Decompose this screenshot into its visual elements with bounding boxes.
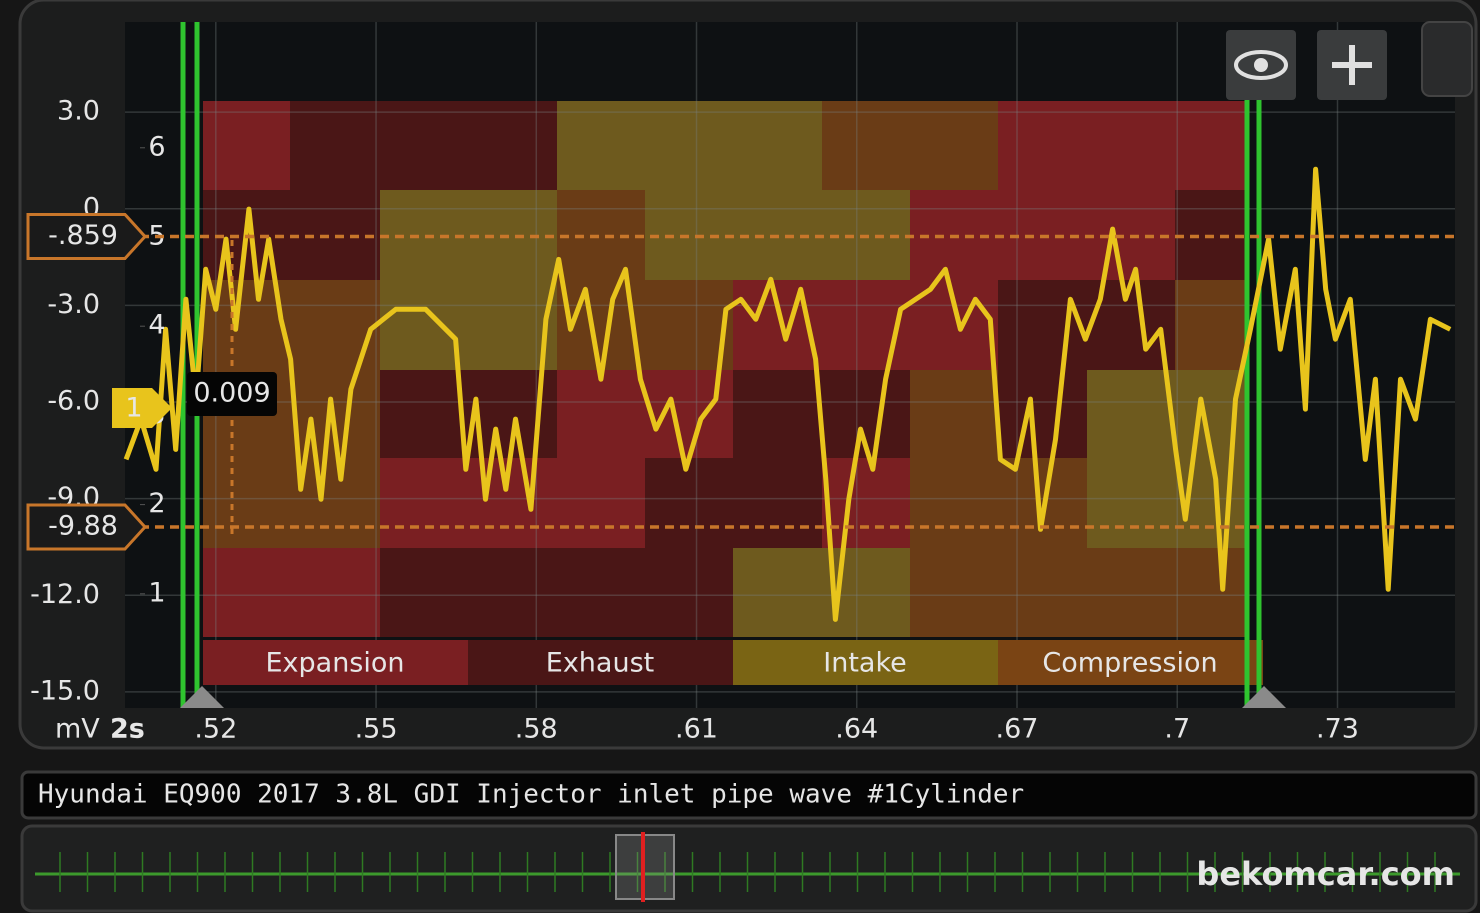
eye-icon [1234,50,1288,80]
heat-cell [998,370,1087,458]
y-tick-label: -15.0 [30,675,100,706]
heat-cell [468,101,557,190]
heat-cell [203,101,290,190]
heat-cell [468,548,557,637]
timebase-label: 2s [110,714,145,745]
channel-tag [112,388,172,428]
caption-bar [20,770,1478,820]
heat-cell [380,548,468,637]
heat-cell [557,101,645,190]
heat-cell [290,280,380,370]
heat-cell [822,101,910,190]
phase-label: Compression [1042,648,1217,679]
heat-cell [380,458,468,548]
phase-block [998,640,1263,685]
signal-line [123,166,1452,622]
x-tick-label: .58 [515,714,558,745]
heat-cell [1175,101,1245,190]
heat-cell [290,101,380,190]
readout-box [187,372,277,416]
phase-label: Exhaust [546,648,654,679]
y2-tick-label: 2 [148,488,165,519]
x-tick-label: .67 [996,714,1039,745]
overview-wave [35,852,1460,892]
y2-tick-label: 1 [148,577,165,608]
side-handle[interactable] [1421,21,1473,97]
heat-cell [733,370,822,458]
y-tick-label: -12.0 [30,579,100,610]
cursor-handle[interactable] [180,686,224,708]
heat-cell [290,548,380,637]
heat-cell [380,370,468,458]
heat-cell [1087,370,1175,458]
heat-cell [645,548,733,637]
heat-cell [203,548,290,637]
watermark: bekomcar.com [1196,855,1455,893]
heat-cell [1175,548,1245,637]
y-tick-label: 3.0 [57,96,100,127]
heat-cell [1087,458,1175,548]
phase-bar: Expansion Exhaust Intake Compression [203,640,1263,685]
eye-pupil [1254,58,1268,72]
x-tick-label: .73 [1316,714,1359,745]
channel-label: 1 [125,393,142,424]
phase-label: Expansion [265,648,404,679]
heat-cell [822,458,910,548]
cursor-label: -9.88 [48,510,118,541]
heat-cell [380,190,468,280]
heat-cell [733,101,822,190]
unit-label: mV [55,714,100,745]
heat-cell [557,370,645,458]
heat-cell [910,458,998,548]
y2-tick-label: 6 [148,131,165,162]
y-tick-label: -6.0 [47,386,100,417]
phase-block [733,640,998,685]
cursor-tag [26,212,148,260]
x-tick-label: .52 [194,714,237,745]
cursor-label: -.859 [48,220,118,251]
x-tick-label: .64 [835,714,878,745]
readout-value: 0.009 [193,378,270,409]
x-tick-label: .55 [355,714,398,745]
y2-tick-label: 4 [148,310,165,341]
y-tick-label: -3.0 [47,289,100,320]
cursor-tag [26,503,148,551]
heat-cell [998,101,1087,190]
phase-label: Intake [823,648,907,679]
heat-cell [380,280,468,370]
heat-cell [203,458,290,548]
heat-cell [380,101,468,190]
x-tick-label: .7 [1164,714,1190,745]
overview-strip[interactable] [20,824,1478,913]
phase-block [468,640,733,685]
heat-cell [1087,548,1175,637]
heat-cell [733,548,822,637]
heat-cell [557,458,645,548]
heat-cell [998,548,1087,637]
waveform [123,166,1452,622]
caption: Hyundai EQ900 2017 3.8L GDI Injector inl… [38,780,1024,810]
phase-block [203,640,468,685]
x-tick-label: .61 [675,714,718,745]
heat-cell [468,190,557,280]
cursor-handle[interactable] [1242,686,1286,708]
heat-cell [910,548,998,637]
heat-cell [645,101,733,190]
heat-cell [557,190,645,280]
heat-cell [910,101,998,190]
heat-cell [998,280,1087,370]
heat-cell [733,458,822,548]
plus-icon [1332,45,1372,85]
heat-cell [1175,280,1245,370]
heat-cell [557,548,645,637]
heat-cell [645,458,733,548]
heat-cell [1087,101,1175,190]
heat-cell [910,370,998,458]
axis-labels: 3.00-3.0-6.0-9.0-12.0-15.0.52.55.58.61.6… [26,96,1455,745]
